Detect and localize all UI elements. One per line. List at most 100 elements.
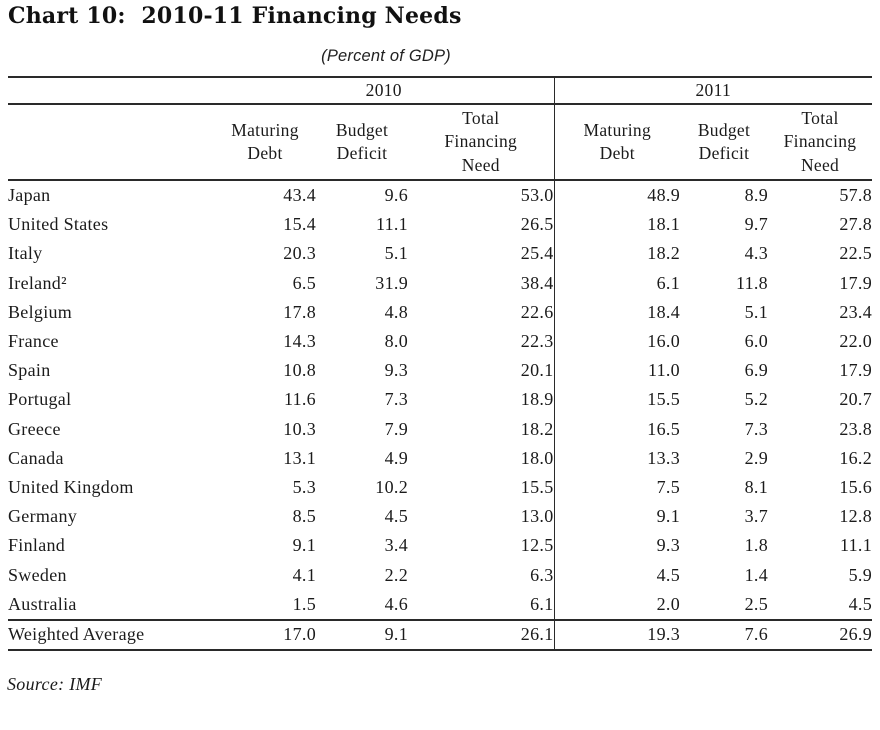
country-cell: Ireland² <box>8 272 67 293</box>
value-cell: 10.3 <box>283 418 316 439</box>
value-cell: 4.8 <box>384 301 408 322</box>
value-cell: 22.5 <box>839 243 873 264</box>
value-cell: 9.1 <box>292 535 316 556</box>
corner-cell <box>8 76 214 105</box>
value-cell: 23.8 <box>839 418 873 439</box>
value-cell: 8.1 <box>744 476 768 497</box>
col-header-label: Budget Deficit <box>335 119 389 163</box>
value-cell: 17.8 <box>283 301 316 322</box>
value-cell: 11.8 <box>735 272 768 293</box>
value-cell: 19.3 <box>553 618 680 651</box>
value-cell: 13.3 <box>553 443 680 473</box>
value-cell: 6.5 <box>292 272 316 293</box>
col-header-budget-deficit-2010: Budget Deficit <box>316 104 408 181</box>
value-cell: 6.3 <box>530 564 554 585</box>
value-cell: 25.4 <box>520 243 554 264</box>
table-row: Belgium 17.8 4.8 22.6 18.4 5.1 23.4 <box>8 297 872 327</box>
value-cell: 5.1 <box>384 243 408 264</box>
value-cell: 1.8 <box>744 535 768 556</box>
value-cell: 22.6 <box>520 301 554 322</box>
value-cell: 43.4 <box>283 185 316 206</box>
value-cell: 11.6 <box>283 389 316 410</box>
col-header-maturing-debt-2011: Maturing Debt <box>553 104 680 181</box>
col-header-label: Total Financing Need <box>783 108 857 175</box>
value-cell: 9.3 <box>384 360 408 381</box>
value-cell: 15.5 <box>520 476 554 497</box>
value-cell: 16.0 <box>553 326 680 357</box>
value-cell: 9.1 <box>553 502 680 532</box>
table-row: Australia 1.5 4.6 6.1 2.0 2.5 4.5 <box>8 589 872 620</box>
value-cell: 6.1 <box>553 268 680 298</box>
col-header-label: Budget Deficit <box>697 119 751 163</box>
value-cell: 2.5 <box>744 593 768 614</box>
table-row: United Kingdom 5.3 10.2 15.5 7.5 8.1 15.… <box>8 472 872 503</box>
country-cell: Japan <box>8 185 51 206</box>
value-cell: 31.9 <box>375 272 408 293</box>
country-cell: Canada <box>8 447 64 468</box>
value-cell: 9.1 <box>316 618 408 651</box>
value-cell: 13.0 <box>520 506 554 527</box>
country-cell: Finland <box>8 535 66 556</box>
value-cell: 16.5 <box>553 414 680 444</box>
table-row: Japan 43.4 9.6 53.0 48.9 8.9 57.8 <box>8 180 873 211</box>
value-cell: 8.9 <box>744 185 768 206</box>
value-cell: 4.3 <box>744 243 768 264</box>
value-cell: 9.7 <box>744 214 768 235</box>
source-note: Source: IMF <box>7 674 103 694</box>
table-row: Italy 20.3 5.1 25.4 18.2 4.3 22.5 <box>8 239 873 269</box>
value-cell: 26.1 <box>408 618 554 651</box>
table-body: Japan 43.4 9.6 53.0 48.9 8.9 57.8 United… <box>8 180 872 620</box>
value-cell: 1.5 <box>292 593 316 614</box>
table-row: Sweden 4.1 2.2 6.3 4.5 1.4 5.9 <box>8 560 872 590</box>
value-cell: 3.4 <box>384 535 408 556</box>
value-cell: 10.2 <box>375 476 408 497</box>
value-cell: 6.1 <box>530 593 554 614</box>
value-cell: 4.5 <box>553 560 680 590</box>
year-group-2010: 2010 <box>214 76 554 105</box>
table-row: Finland 9.1 3.4 12.5 9.3 1.8 11.1 <box>8 531 873 561</box>
country-cell: Belgium <box>8 301 73 322</box>
country-cell: Italy <box>8 243 43 264</box>
col-header-total-financing-need-2010: Total Financing Need <box>408 104 554 181</box>
col-header-maturing-debt-2010: Maturing Debt <box>214 104 316 181</box>
country-header-cell <box>8 104 214 181</box>
value-cell: 15.4 <box>283 214 316 235</box>
financing-needs-table: 2010 2011 Maturing Debt Budget Deficit T… <box>8 76 873 651</box>
value-cell: 11.0 <box>553 356 680 386</box>
value-cell: 17.0 <box>214 618 316 651</box>
country-cell: Germany <box>8 506 78 527</box>
value-cell: 8.0 <box>384 331 408 352</box>
value-cell: 26.5 <box>520 214 554 235</box>
value-cell: 11.1 <box>839 535 873 556</box>
col-header-total-financing-need-2011: Total Financing Need <box>768 104 873 181</box>
value-cell: 26.9 <box>768 618 873 651</box>
value-cell: 20.1 <box>520 360 554 381</box>
value-cell: 18.1 <box>553 210 680 240</box>
value-cell: 27.8 <box>839 214 873 235</box>
country-cell: Greece <box>8 418 61 439</box>
value-cell: 5.3 <box>292 476 316 497</box>
country-cell: Australia <box>8 593 77 614</box>
value-cell: 7.6 <box>680 618 768 651</box>
value-cell: 22.0 <box>839 331 873 352</box>
value-cell: 4.5 <box>384 506 408 527</box>
value-cell: 9.6 <box>384 185 408 206</box>
country-cell: United States <box>8 214 109 235</box>
country-cell: Spain <box>8 360 51 381</box>
value-cell: 14.3 <box>283 331 316 352</box>
value-cell: 38.4 <box>520 272 554 293</box>
table-row: United States 15.4 11.1 26.5 18.1 9.7 27… <box>8 210 873 240</box>
value-cell: 57.8 <box>839 185 873 206</box>
value-cell: 12.5 <box>520 535 554 556</box>
value-cell: 7.9 <box>384 418 408 439</box>
value-cell: 13.1 <box>283 447 316 468</box>
value-cell: 15.5 <box>553 385 680 415</box>
table-row: Canada 13.1 4.9 18.0 13.3 2.9 16.2 <box>8 443 872 473</box>
weighted-average-row: Weighted Average 17.0 9.1 26.1 19.3 7.6 … <box>8 618 873 651</box>
value-cell: 5.2 <box>744 389 768 410</box>
year-header-row: 2010 2011 <box>8 76 873 105</box>
value-cell: 18.0 <box>520 447 554 468</box>
value-cell: 7.3 <box>384 389 408 410</box>
value-cell: 18.2 <box>553 239 680 269</box>
table-row: Spain 10.8 9.3 20.1 11.0 6.9 17.9 <box>8 356 872 386</box>
